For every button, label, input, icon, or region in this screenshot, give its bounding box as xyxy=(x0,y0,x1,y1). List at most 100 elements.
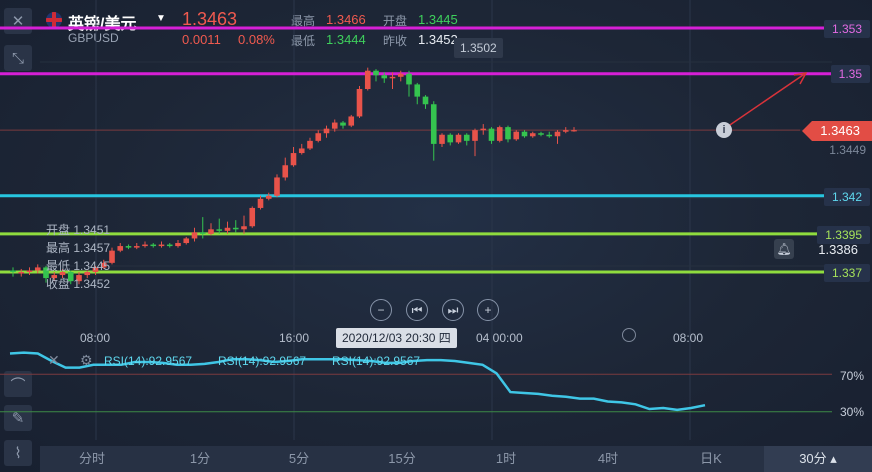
candle-body xyxy=(513,131,520,140)
candle-body xyxy=(290,153,297,166)
candle-body xyxy=(208,229,214,234)
price-level-1353[interactable]: 1.353 xyxy=(823,20,870,38)
candle-body xyxy=(117,246,124,251)
candle-body xyxy=(76,275,82,282)
info-icon[interactable]: i xyxy=(716,122,732,138)
rsi-label: RSI(14):92.9567 xyxy=(218,354,307,368)
candle-body xyxy=(554,131,561,137)
alert-bell-icon[interactable]: 🔔︎ xyxy=(774,239,794,259)
candle-body xyxy=(488,128,495,141)
tab-4hour[interactable]: 4时 xyxy=(597,451,619,466)
candle-body xyxy=(521,131,528,137)
candle-body xyxy=(348,116,355,126)
peak-price-label: 1.3502 xyxy=(454,38,503,58)
zoom-out-button[interactable]: − xyxy=(370,299,392,321)
price-change-pct: 0.08% xyxy=(238,32,275,47)
candle-body xyxy=(150,244,157,247)
candle-body xyxy=(274,177,280,196)
tab-1min[interactable]: 1分 xyxy=(189,451,211,466)
candle-body xyxy=(34,267,41,271)
period-tab-bar xyxy=(40,446,872,472)
scroll-left-button[interactable]: ⏮ xyxy=(406,299,428,321)
close-rsi-icon[interactable]: ✕ xyxy=(48,352,60,368)
time-tick: 08:00 xyxy=(673,331,704,345)
candle-body xyxy=(51,275,58,279)
scroll-right-button[interactable]: ⏭ xyxy=(442,299,464,321)
candle-body xyxy=(183,238,190,244)
price-level-13395[interactable]: 1.3395 xyxy=(817,226,870,244)
candle-body xyxy=(381,75,388,79)
candle-body xyxy=(529,133,536,137)
indicator-icon[interactable]: ⌒ xyxy=(4,371,32,397)
collapse-icon[interactable]: ⤡ xyxy=(4,45,32,71)
candle-body xyxy=(315,133,322,141)
rsi-label: RSI(14):92.9567 xyxy=(104,354,193,368)
current-price-tag xyxy=(802,121,872,141)
candle-body xyxy=(298,148,305,154)
prev-close-value: 1.3452 xyxy=(418,32,458,47)
candle-body xyxy=(397,73,404,77)
tab-15min[interactable]: 15分 xyxy=(388,451,416,466)
candle-body xyxy=(257,198,264,208)
candle-body xyxy=(562,130,569,132)
candle-body xyxy=(43,267,49,279)
price-level-1342[interactable]: 1.342 xyxy=(823,188,870,206)
open-value: 1.3445 xyxy=(418,12,458,27)
candle-body xyxy=(406,73,412,85)
candle-body xyxy=(199,232,206,234)
open-label: 开盘 xyxy=(383,14,408,28)
candle-body xyxy=(430,104,437,144)
candle-body xyxy=(216,229,223,231)
candle-body xyxy=(356,89,363,117)
scroll-dot-icon[interactable] xyxy=(622,328,636,342)
high-label: 最高 xyxy=(291,14,316,28)
zoom-in-button[interactable]: + xyxy=(477,299,499,321)
time-tick: 04 00:00 xyxy=(476,331,523,345)
high-value: 1.3466 xyxy=(326,12,366,27)
candle-body xyxy=(414,84,421,97)
close-icon[interactable]: ✕ xyxy=(4,8,32,34)
tab-daily[interactable]: 日K xyxy=(700,451,722,466)
trend-arrow[interactable] xyxy=(723,72,807,130)
candle-body xyxy=(224,227,231,231)
tab-30min-selected[interactable]: 30分 ▴ xyxy=(764,446,872,472)
hover-high: 最高 1.3457 xyxy=(46,241,111,255)
candle-body xyxy=(175,243,181,247)
candle-body xyxy=(389,76,396,79)
trend-arrow-head xyxy=(793,72,808,85)
candle-body xyxy=(455,134,462,143)
uk-flag-icon xyxy=(46,12,62,28)
dropdown-caret-icon[interactable]: ▼ xyxy=(156,13,166,24)
candle-body xyxy=(439,134,445,144)
price-level-1337[interactable]: 1.337 xyxy=(823,264,870,282)
candle-body xyxy=(232,227,239,230)
prev-close-label: 昨收 xyxy=(383,34,408,48)
crosshair-price: 1.3386 xyxy=(818,242,858,257)
candle-body xyxy=(84,272,91,276)
candle-body xyxy=(472,130,478,141)
candle-body xyxy=(373,70,379,76)
tab-timeshare[interactable]: 分时 xyxy=(78,451,105,466)
tab-1hour[interactable]: 1时 xyxy=(495,451,517,466)
price-level-135[interactable]: 1.35 xyxy=(830,65,870,83)
rsi-upper-label: 70% xyxy=(839,369,864,383)
draw-pencil-icon[interactable]: ✎ xyxy=(4,405,32,431)
settings-gear-icon[interactable]: ⚙ xyxy=(80,352,93,368)
instrument-symbol: GBPUSD xyxy=(68,31,119,45)
rsi-lower-label: 30% xyxy=(839,405,864,419)
candle-body xyxy=(463,134,470,141)
candle-body xyxy=(331,122,338,129)
tab-5min[interactable]: 5分 xyxy=(288,451,310,466)
candle-body xyxy=(125,246,132,248)
candle-body xyxy=(323,128,330,134)
time-tick: 16:00 xyxy=(279,331,310,345)
candle-body xyxy=(191,232,198,239)
candle-body xyxy=(158,244,165,247)
candle-body xyxy=(166,244,173,247)
line-chart-icon[interactable]: ⌇ xyxy=(4,440,32,466)
candle-body xyxy=(447,134,454,143)
candle-body xyxy=(571,130,577,132)
candle-body xyxy=(241,226,247,230)
candle-body xyxy=(10,270,16,272)
